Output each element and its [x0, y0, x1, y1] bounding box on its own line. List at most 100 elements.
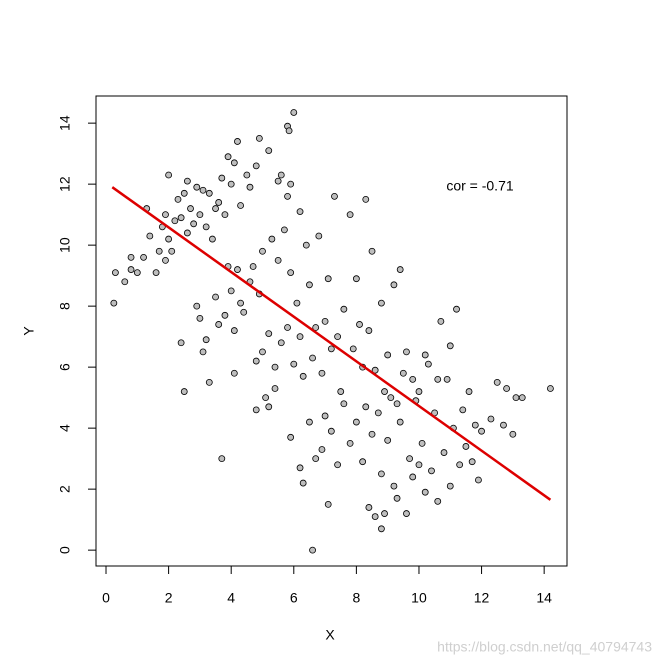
- point: [230, 369, 238, 377]
- point: [249, 263, 257, 270]
- x-tick-label: 8: [352, 590, 360, 606]
- point: [287, 433, 295, 441]
- x-axis-label: X: [325, 627, 335, 643]
- point: [285, 127, 293, 135]
- point: [352, 275, 360, 283]
- point: [453, 305, 460, 313]
- point: [315, 232, 323, 240]
- point: [265, 147, 273, 154]
- point: [296, 333, 304, 341]
- point: [224, 153, 232, 161]
- point: [259, 247, 266, 255]
- point: [390, 281, 398, 289]
- point: [196, 211, 204, 219]
- point: [475, 476, 482, 484]
- point: [381, 510, 388, 517]
- point: [334, 333, 342, 341]
- point: [393, 494, 401, 502]
- point: [378, 299, 385, 307]
- point: [234, 266, 241, 273]
- point: [378, 470, 385, 478]
- point: [446, 482, 454, 490]
- point: [230, 159, 238, 167]
- point: [293, 299, 301, 307]
- point: [387, 394, 395, 402]
- point: [421, 488, 429, 496]
- point: [255, 134, 263, 142]
- point: [409, 375, 417, 383]
- point: [168, 247, 176, 255]
- point: [234, 138, 241, 145]
- point: [318, 446, 326, 453]
- point: [327, 427, 335, 435]
- point: [434, 497, 442, 505]
- point: [346, 439, 354, 447]
- point: [415, 388, 423, 395]
- point: [127, 266, 135, 273]
- x-tick-label: 14: [536, 590, 552, 606]
- point: [180, 388, 188, 395]
- plot-box: [95, 95, 568, 567]
- point: [434, 375, 442, 383]
- point: [302, 241, 310, 249]
- y-tick-label: 0: [57, 546, 73, 554]
- point: [381, 388, 388, 395]
- point: [459, 406, 467, 414]
- point: [299, 479, 307, 487]
- point: [327, 345, 335, 353]
- y-tick-label: 4: [57, 424, 73, 432]
- point: [365, 504, 373, 511]
- y-tick-label: 12: [57, 176, 73, 192]
- point: [478, 427, 485, 435]
- point: [384, 351, 392, 359]
- point: [277, 171, 285, 179]
- x-tick-label: 0: [102, 590, 110, 606]
- point: [359, 458, 367, 466]
- point: [193, 302, 201, 310]
- point: [503, 385, 510, 392]
- point: [237, 202, 244, 209]
- point: [290, 109, 298, 116]
- point: [509, 430, 517, 438]
- point: [296, 464, 304, 472]
- point: [259, 348, 266, 356]
- y-tick-label: 14: [57, 115, 73, 131]
- point: [468, 458, 476, 466]
- point: [487, 415, 495, 423]
- point: [177, 214, 185, 222]
- point: [271, 363, 279, 371]
- point: [110, 299, 118, 307]
- point: [368, 430, 376, 438]
- point: [152, 269, 160, 276]
- point: [393, 400, 401, 408]
- point: [280, 226, 288, 234]
- point: [230, 327, 238, 334]
- point: [306, 418, 313, 426]
- point: [284, 324, 291, 331]
- point: [500, 421, 507, 429]
- point: [403, 348, 410, 356]
- point: [193, 183, 201, 191]
- point: [371, 366, 379, 374]
- point: [271, 385, 279, 392]
- y-tick-label: 8: [57, 302, 73, 310]
- point: [424, 360, 432, 368]
- point: [287, 180, 295, 188]
- point: [324, 275, 332, 283]
- point: [418, 439, 426, 447]
- point: [321, 317, 329, 325]
- point: [212, 205, 219, 212]
- point: [227, 180, 235, 188]
- point: [318, 369, 326, 377]
- point: [371, 513, 379, 520]
- point: [265, 330, 273, 337]
- point: [121, 278, 129, 286]
- point: [202, 223, 210, 231]
- point: [246, 183, 254, 191]
- point: [396, 418, 404, 426]
- point: [390, 482, 398, 490]
- point: [252, 357, 260, 365]
- point: [471, 421, 479, 429]
- point: [162, 211, 169, 219]
- y-tick-label: 6: [57, 363, 73, 371]
